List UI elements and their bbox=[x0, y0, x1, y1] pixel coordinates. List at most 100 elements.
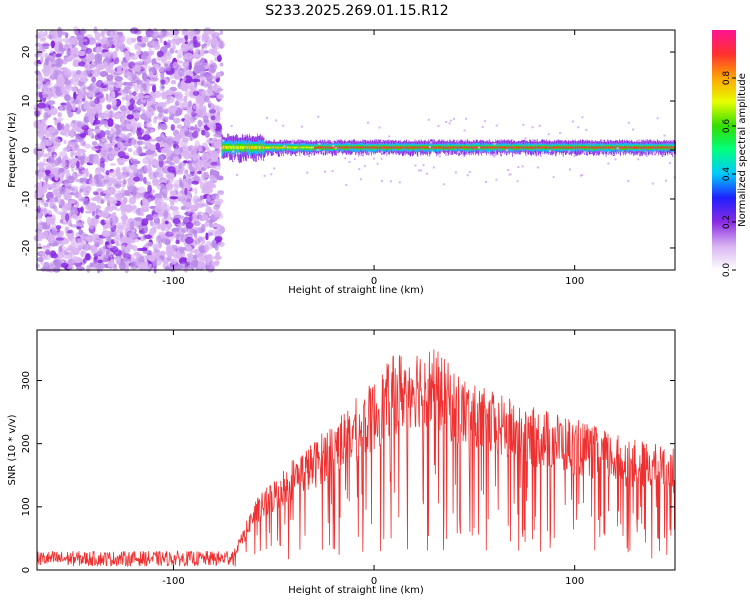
heatmap-band-cell bbox=[271, 146, 273, 149]
heatmap-noise-cell bbox=[94, 145, 103, 149]
heatmap-band-cell bbox=[333, 146, 336, 149]
heatmap-noise-cell bbox=[159, 37, 163, 43]
heatmap-noise-cell bbox=[208, 90, 214, 96]
heatmap-noise-cell bbox=[96, 188, 104, 193]
heatmap-noise-cell bbox=[132, 95, 138, 101]
heatmap-noise-cell bbox=[105, 205, 115, 212]
heatmap-noise-cell bbox=[204, 221, 210, 227]
heatmap-noise-cell bbox=[126, 114, 134, 120]
heatmap-noise-cell bbox=[154, 251, 162, 257]
heatmap-noise-cell bbox=[185, 205, 194, 213]
heatmap-noise-cell bbox=[163, 210, 169, 219]
heatmap-noise-cell bbox=[53, 207, 59, 213]
heatmap-band-cell bbox=[352, 146, 355, 149]
heatmap-band-cell bbox=[342, 146, 344, 149]
heatmap-noise-cell bbox=[70, 206, 78, 215]
heatmap-band-cell bbox=[337, 146, 339, 149]
heatmap-noise-cell bbox=[118, 173, 128, 180]
heatmap-noise-cell bbox=[88, 221, 95, 230]
heatmap-noise-cell bbox=[76, 121, 86, 128]
heatmap-noise-cell bbox=[138, 224, 144, 232]
heatmap-noise-cell bbox=[53, 69, 59, 79]
heatmap-band-cell bbox=[339, 146, 341, 149]
heatmap-noise-cell bbox=[151, 223, 161, 230]
heatmap-noise-cell bbox=[109, 163, 117, 166]
heatmap-noise-cell bbox=[77, 50, 86, 57]
heatmap-noise-cell bbox=[105, 222, 110, 229]
heatmap-noise-cell bbox=[43, 90, 48, 94]
heatmap-noise-cell bbox=[197, 119, 203, 128]
heatmap-noise-cell bbox=[104, 195, 110, 202]
heatmap-noise-cell bbox=[136, 45, 142, 51]
heatmap-noise-cell bbox=[53, 167, 59, 175]
heatmap-noise-cell bbox=[83, 84, 87, 92]
heatmap-noise-cell bbox=[165, 245, 172, 253]
heatmap-noise-cell bbox=[160, 148, 169, 154]
heatmap-noise-cell bbox=[46, 66, 56, 75]
heatmap-noise-cell bbox=[211, 229, 221, 234]
heatmap-band-cell bbox=[276, 146, 278, 149]
heatmap-noise-cell bbox=[133, 83, 140, 93]
heatmap-band-cell bbox=[432, 146, 435, 149]
heatmap-noise-cell bbox=[215, 195, 220, 200]
heatmap-noise-cell bbox=[37, 213, 41, 218]
heatmap-noise-cell bbox=[187, 84, 196, 90]
heatmap-noise-cell bbox=[197, 144, 203, 152]
heatmap-noise-cell bbox=[157, 102, 167, 106]
heatmap-noise-cell bbox=[216, 106, 223, 113]
heatmap-noise-cell bbox=[40, 56, 44, 63]
heatmap-noise-cell bbox=[103, 28, 108, 34]
heatmap-noise-cell bbox=[85, 168, 89, 177]
heatmap-noise-cell bbox=[198, 216, 204, 222]
heatmap-noise-cell bbox=[155, 136, 163, 141]
heatmap-noise-cell bbox=[83, 102, 91, 111]
heatmap-noise-cell bbox=[201, 129, 206, 136]
heatmap-noise-cell bbox=[71, 86, 78, 92]
heatmap-noise-cell bbox=[172, 61, 179, 69]
heatmap-noise-cell bbox=[173, 143, 176, 149]
heatmap-noise-cell bbox=[157, 65, 165, 73]
heatmap-noise-cell bbox=[127, 185, 137, 193]
heatmap-band-cell bbox=[382, 146, 384, 149]
heatmap-noise-cell bbox=[173, 252, 182, 260]
heatmap-noise-cell bbox=[184, 187, 188, 196]
heatmap-noise-cell bbox=[93, 196, 101, 201]
heatmap-noise-cell bbox=[184, 41, 188, 45]
heatmap-noise-cell bbox=[208, 68, 216, 73]
heatmap-noise-cell bbox=[95, 153, 99, 161]
heatmap-noise-cell bbox=[208, 109, 216, 114]
heatmap-band-cell bbox=[300, 146, 303, 149]
heatmap-noise-cell bbox=[84, 143, 92, 149]
heatmap-band-cell bbox=[227, 145, 230, 150]
heatmap-noise-cell bbox=[164, 116, 169, 122]
heatmap-noise-cell bbox=[66, 230, 73, 234]
heatmap-noise-cell bbox=[85, 34, 93, 39]
heatmap-noise-cell bbox=[103, 179, 109, 183]
heatmap-noise-cell bbox=[147, 255, 156, 262]
heatmap-noise-cell bbox=[63, 128, 71, 137]
heatmap-noise-cell bbox=[124, 135, 130, 143]
heatmap-noise-cell bbox=[88, 202, 97, 212]
heatmap-noise-cell bbox=[96, 250, 103, 255]
heatmap-noise-cell bbox=[61, 186, 66, 193]
heatmap-noise-cell bbox=[70, 246, 76, 254]
heatmap-noise-cell bbox=[161, 188, 169, 194]
heatmap-noise-cell bbox=[114, 229, 119, 237]
heatmap-noise-cell bbox=[153, 32, 160, 37]
heatmap-noise-cell bbox=[154, 205, 163, 214]
heatmap-noise-cell bbox=[185, 198, 192, 203]
heatmap-noise-cell bbox=[59, 160, 67, 168]
heatmap-noise-cell bbox=[161, 91, 168, 99]
heatmap-noise-cell bbox=[139, 206, 149, 213]
heatmap-noise-cell bbox=[112, 50, 118, 59]
heatmap-noise-cell bbox=[181, 28, 188, 36]
heatmap-noise-cell bbox=[167, 252, 175, 257]
heatmap-noise-cell bbox=[188, 100, 192, 108]
heatmap-noise-cell bbox=[158, 154, 164, 162]
heatmap-band-cell bbox=[274, 146, 277, 149]
heatmap-noise-cell bbox=[176, 124, 183, 129]
heatmap-noise-cell bbox=[122, 223, 131, 232]
heatmap-noise-cell bbox=[65, 194, 72, 200]
heatmap-noise-cell bbox=[216, 224, 222, 229]
